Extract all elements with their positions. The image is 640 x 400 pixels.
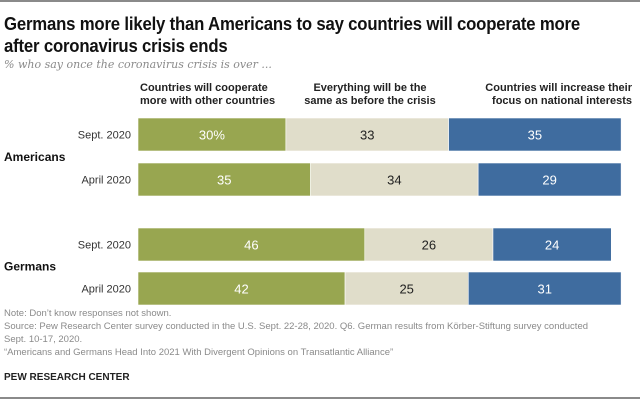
- data-label: 33: [360, 128, 374, 143]
- legend-national-line1: Countries will increase their: [485, 82, 632, 94]
- bar-segment: [137, 117, 287, 152]
- data-label: 34: [387, 173, 401, 188]
- bar-segment: [344, 271, 469, 306]
- group-label-americans: Americans: [4, 150, 66, 164]
- row-label: April 2020: [81, 284, 131, 296]
- bar-segment: [137, 162, 311, 197]
- data-label: 31: [537, 282, 551, 297]
- note-text: Note: Don’t know responses not shown.: [4, 308, 172, 319]
- data-label: 35: [528, 128, 542, 143]
- bar-segment: [492, 227, 612, 262]
- data-label: 26: [422, 238, 436, 253]
- bar-segment: [364, 227, 494, 262]
- pew-brand: PEW RESEARCH CENTER: [4, 372, 130, 383]
- data-label: 46: [244, 238, 258, 253]
- row-label: April 2020: [81, 175, 131, 187]
- chart-subtitle: % who say once the coronavirus crisis is…: [4, 58, 272, 71]
- top-rule: [0, 0, 640, 2]
- data-label: 30%: [199, 128, 225, 143]
- chart-title: Germans more likely than Americans to sa…: [4, 14, 581, 56]
- data-label: 24: [545, 238, 559, 253]
- source-text-line1: Source: Pew Research Center survey condu…: [4, 321, 589, 332]
- report-title: “Americans and Germans Head Into 2021 Wi…: [4, 347, 394, 358]
- bottom-rule: [0, 397, 640, 399]
- bar-segment: [137, 271, 346, 306]
- bar-segment: [310, 162, 479, 197]
- data-label: 42: [234, 282, 248, 297]
- bar-segment: [285, 117, 449, 152]
- bar-segment: [448, 117, 622, 152]
- legend-same: Everything will be the same as before th…: [300, 82, 440, 108]
- legend-national-line2: focus on national interests: [492, 95, 632, 107]
- legend-national: Countries will increase their focus on n…: [485, 82, 632, 108]
- group-label-germans: Germans: [4, 260, 56, 274]
- legend-cooperate-line1: Countries will cooperate: [140, 82, 268, 94]
- row-label: Sept. 2020: [78, 240, 131, 252]
- legend-same-line1: Everything will be the: [313, 82, 427, 94]
- bar-segment: [477, 162, 622, 197]
- legend-cooperate: Countries will cooperate more with other…: [140, 82, 275, 108]
- data-label: 25: [399, 282, 413, 297]
- legend-same-line2: same as before the crisis: [304, 95, 436, 107]
- legend-cooperate-line2: more with other countries: [140, 95, 276, 107]
- data-label: 29: [542, 173, 556, 188]
- bar-segment: [468, 271, 622, 306]
- source-text-line2: Sept. 10-17, 2020.: [4, 334, 83, 345]
- row-label: Sept. 2020: [78, 130, 131, 142]
- data-label: 35: [217, 173, 231, 188]
